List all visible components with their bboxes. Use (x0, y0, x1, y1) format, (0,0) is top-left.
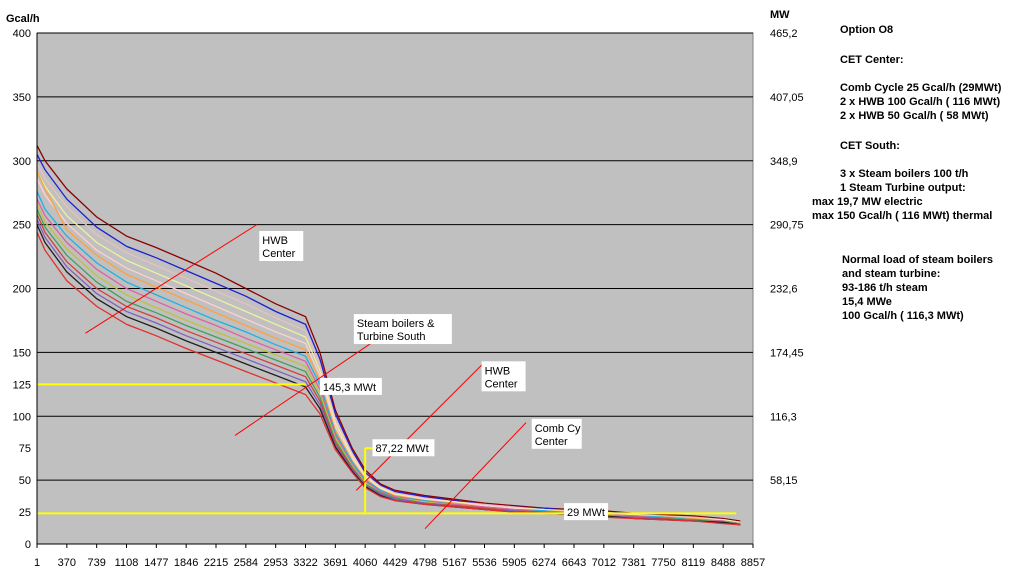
left-tick-label: 250 (13, 220, 31, 232)
right-tick-label: 290,75 (770, 220, 804, 232)
left-tick-label: 25 (19, 507, 31, 519)
note-line: and steam turbine: (842, 268, 941, 280)
x-tick-label: 2215 (204, 557, 228, 569)
left-tick-label: 300 (13, 156, 31, 168)
note-line: max 19,7 MW electric (812, 196, 923, 208)
x-tick-label: 370 (58, 557, 76, 569)
x-tick-label: 2584 (234, 557, 258, 569)
note-line: Comb Cycle 25 Gcal/h (29MWt) (840, 82, 1002, 94)
left-axis-unit: Gcal/h (6, 13, 40, 25)
note-line: 2 x HWB 50 Gcal/h ( 58 MWt) (840, 110, 989, 122)
callout-text: Steam boilers & (357, 318, 435, 330)
callout-bg (481, 361, 526, 392)
callout-text: Center (485, 378, 518, 390)
callout-bg (564, 503, 609, 521)
callout-text: HWB (485, 365, 511, 377)
x-tick-label: 8119 (682, 557, 706, 569)
left-tick-label: 400 (13, 28, 31, 40)
left-tick-label: 50 (19, 475, 31, 487)
right-tick-label: 174,45 (770, 347, 804, 359)
callout-text: 87,22 MWt (375, 443, 428, 455)
x-tick-label: 5167 (442, 557, 466, 569)
callout-text: Turbine South (357, 331, 426, 343)
gridlines (37, 32, 753, 481)
axis-layer: 0 25 50 75 100 125 150 200 250 300 350 400 58,15 116,… (13, 28, 804, 569)
x-tick-label: 7012 (592, 557, 616, 569)
x-tick-label: 7381 (621, 557, 645, 569)
note-line: 2 x HWB 100 Gcal/h ( 116 MWt) (840, 96, 1001, 108)
x-tick-label: 3691 (323, 557, 347, 569)
x-tick-label: 1477 (144, 557, 168, 569)
note-line: 1 Steam Turbine output: (840, 182, 966, 194)
callout-box: 87,22 MWt (372, 439, 435, 457)
left-tick-label: 75 (19, 443, 31, 455)
right-tick-label: 407,05 (770, 92, 804, 104)
callout-text: 29 MWt (567, 507, 605, 519)
callout-text: Comb Cy (535, 423, 581, 435)
note-line: Option O8 (840, 24, 894, 36)
note-line: 15,4 MWe (842, 296, 892, 308)
x-tick-label: 5536 (472, 557, 496, 569)
x-tick-label: 1108 (115, 557, 139, 569)
callout-bg (353, 314, 452, 345)
callout-bg (531, 418, 582, 449)
x-tick-label: 4429 (383, 557, 407, 569)
red-pointer-line (424, 422, 527, 530)
x-tick-label: 1 (34, 557, 40, 569)
callout-bg (259, 231, 304, 262)
callout-text: HWB (262, 235, 288, 247)
callout-box: 145,3 MWt (319, 377, 382, 395)
note-line: 3 x Steam boilers 100 t/h (840, 168, 969, 180)
x-tick-label: 8857 (741, 557, 765, 569)
callout-bg (319, 377, 382, 395)
callout-box: 29 MWt (564, 503, 609, 521)
note-line: CET Center: (840, 54, 904, 66)
note-line: Normal load of steam boilers (842, 254, 993, 266)
left-tick-label: 200 (13, 284, 31, 296)
right-tick-label: 348,9 (770, 156, 798, 168)
note-line: 93-186 t/h steam (842, 282, 928, 294)
right-tick-label: 116,3 (770, 411, 797, 423)
x-tick-label: 6643 (562, 557, 586, 569)
x-tick-label: 2953 (263, 557, 287, 569)
red-pointer-line (85, 224, 258, 334)
x-tick-label: 8488 (711, 557, 735, 569)
x-tick-label: 3322 (293, 557, 317, 569)
x-tick-label: 7750 (651, 557, 675, 569)
note-line: 100 Gcal/h ( 116,3 MWt) (842, 310, 964, 322)
x-tick-label: 739 (87, 557, 105, 569)
callout-text: 145,3 MWt (323, 382, 376, 394)
callout-bg (372, 439, 435, 457)
left-tick-label: 100 (13, 411, 31, 423)
left-tick-label: 150 (13, 347, 31, 359)
right-tick-label: 465,2 (770, 28, 798, 40)
note-line: CET South: (840, 140, 900, 152)
left-tick-label: 350 (13, 92, 31, 104)
x-tick-label: 5905 (502, 557, 526, 569)
left-tick-label: 0 (25, 539, 31, 551)
x-tick-label: 1846 (174, 557, 198, 569)
callout-text: Center (535, 436, 568, 448)
note-line: max 150 Gcal/h ( 116 MWt) thermal (812, 210, 993, 222)
right-axis-unit: MW (770, 9, 790, 21)
right-tick-label: 58,15 (770, 475, 798, 487)
red-pointer-line (355, 364, 482, 491)
x-tick-label: 4060 (353, 557, 377, 569)
x-tick-label: 4798 (413, 557, 437, 569)
left-tick-label: 125 (13, 379, 31, 391)
right-tick-label: 232,6 (770, 284, 798, 296)
x-tick-label: 6274 (532, 557, 556, 569)
callout-text: Center (262, 248, 295, 260)
callout-box: Steam boilers &Turbine South (353, 314, 452, 345)
